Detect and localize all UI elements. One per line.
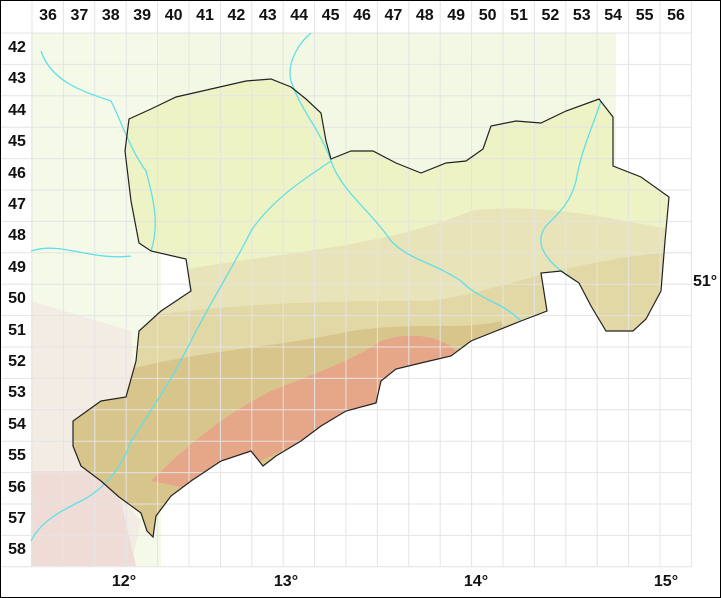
- grid-row-label: 44: [8, 101, 26, 119]
- latitude-label: 51°: [693, 273, 718, 290]
- grid-column-label: 46: [353, 7, 371, 24]
- rivers: [30, 32, 602, 542]
- grid-column-label: 39: [133, 7, 152, 24]
- grid-row-label: 45: [8, 133, 26, 151]
- grid-row-label: 52: [8, 353, 26, 370]
- mountain-zone: [151, 335, 456, 491]
- grid-row-label: 56: [8, 478, 26, 496]
- grid-column-label: 38: [101, 7, 120, 24]
- grid-column-label: 48: [415, 7, 434, 24]
- grid-row-label: 48: [8, 227, 26, 245]
- grid-column-label: 52: [541, 7, 560, 24]
- grid-row-label: 42: [8, 39, 26, 56]
- grid-column-label: 41: [196, 7, 214, 24]
- grid-column-label: 50: [478, 7, 497, 24]
- grid-column-label: 51: [510, 7, 528, 24]
- grid-column-label: 37: [70, 7, 89, 24]
- grid-column-label: 53: [572, 7, 591, 24]
- grid-lines: [1, 1, 692, 568]
- grid-column-label: 55: [635, 7, 654, 24]
- grid-row-label: 49: [8, 258, 26, 276]
- grid-row-label: 46: [8, 164, 26, 182]
- grid-column-label: 42: [227, 7, 246, 24]
- river-white-elster: [30, 440, 132, 542]
- longitude-label: 15°: [653, 573, 679, 590]
- grid-column-label: 54: [604, 7, 623, 24]
- longitude-label: 12°: [111, 573, 137, 590]
- grid-column-label: 36: [39, 7, 57, 24]
- grid-column-label: 49: [447, 7, 466, 24]
- grid-column-label: 47: [384, 7, 403, 24]
- longitude-label: 14°: [463, 573, 489, 590]
- grid-row-label: 55: [8, 447, 26, 465]
- grid-row-label: 50: [8, 290, 26, 308]
- grid-row-label: 57: [8, 510, 26, 527]
- river-mulde: [130, 160, 332, 442]
- river-pleisse: [30, 247, 132, 258]
- river-neisse: [540, 100, 602, 282]
- grid-row-label: 58: [8, 541, 26, 559]
- grid-row-label: 47: [8, 196, 26, 213]
- grid-column-label: 40: [164, 7, 183, 24]
- region-southwest-hills: [31, 471, 136, 566]
- longitude-label: 13°: [273, 573, 299, 590]
- grid-column-label: 56: [667, 7, 685, 24]
- grid-column-label: 43: [258, 7, 277, 24]
- grid-column-label: 45: [321, 7, 340, 24]
- grid-row-label: 51: [8, 321, 26, 339]
- grid-row-label: 53: [8, 384, 26, 402]
- grid-row-label: 54: [8, 415, 26, 433]
- grid-column-label: 44: [290, 7, 309, 24]
- river-elbe: [289, 32, 522, 322]
- grid-row-label: 43: [8, 70, 26, 88]
